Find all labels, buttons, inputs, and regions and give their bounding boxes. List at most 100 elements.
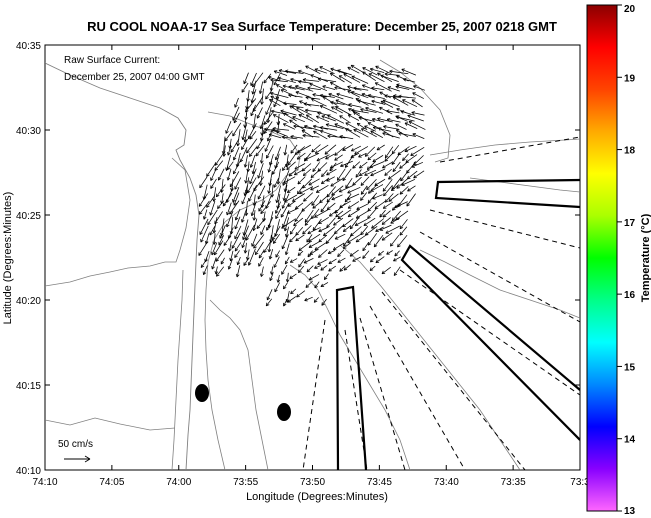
current-vector: [299, 186, 314, 195]
current-vector: [257, 163, 264, 179]
current-vector: [384, 146, 394, 159]
current-vector: [360, 107, 377, 113]
current-vector: [304, 296, 313, 302]
current-vector: [214, 266, 219, 275]
current-vector: [382, 132, 400, 139]
current-vector: [334, 154, 343, 161]
current-vector: [314, 281, 320, 289]
current-vector: [342, 242, 351, 249]
current-vector: [212, 217, 218, 234]
current-vector: [367, 93, 385, 99]
current-vector: [267, 178, 272, 194]
current-vector: [343, 73, 361, 83]
current-vector: [231, 232, 241, 249]
current-vector: [382, 99, 400, 107]
current-vector: [286, 186, 296, 193]
current-vector: [297, 250, 304, 256]
current-vector: [335, 99, 353, 108]
current-vector: [222, 145, 227, 157]
current-vector: [349, 216, 360, 230]
current-vector: [325, 153, 335, 160]
current-vector: [290, 144, 298, 154]
current-vector: [226, 202, 232, 216]
current-vector: [229, 250, 234, 262]
current-vector: [226, 161, 234, 171]
current-vector: [302, 225, 312, 235]
current-vector: [314, 68, 328, 74]
current-vector: [352, 176, 362, 186]
current-vector: [347, 90, 361, 98]
current-vector: [294, 163, 306, 170]
current-vector: [392, 96, 409, 106]
current-vector: [336, 92, 354, 99]
current-vector: [304, 216, 313, 226]
current-vector: [331, 106, 343, 114]
colorbar: [586, 4, 618, 512]
current-vector: [326, 168, 337, 176]
current-vector: [285, 272, 290, 283]
current-vector: [265, 298, 273, 307]
current-vector: [292, 116, 306, 123]
current-vector: [243, 242, 248, 254]
current-vector: [211, 257, 217, 270]
current-vector: [249, 130, 257, 140]
current-vector: [256, 217, 266, 229]
current-vector: [396, 115, 415, 122]
current-vector: [250, 89, 257, 103]
current-vector: [362, 71, 377, 82]
current-vector: [402, 153, 409, 161]
current-vector: [346, 193, 360, 201]
current-vector: [212, 233, 217, 245]
current-vector: [322, 85, 336, 90]
current-vector: [337, 257, 346, 263]
current-vector: [320, 282, 329, 287]
current-vector: [370, 130, 384, 139]
current-vector: [345, 128, 361, 138]
current-vector: [199, 176, 208, 189]
current-vector: [296, 152, 306, 160]
current-vector: [263, 121, 273, 134]
current-vector: [310, 185, 320, 191]
current-vector: [289, 273, 297, 279]
current-vector: [296, 290, 306, 298]
current-vector: [386, 250, 393, 255]
current-vector: [328, 92, 344, 100]
current-vector: [338, 75, 353, 84]
current-vector: [272, 233, 281, 244]
colorbar-tick-label: 13: [624, 506, 636, 517]
current-vector: [283, 299, 288, 307]
sector-outlines: [335, 178, 580, 470]
current-vector: [226, 168, 232, 181]
current-vector: [303, 192, 314, 202]
current-vector: [297, 176, 306, 185]
current-vector: [274, 201, 281, 214]
current-vector: [335, 210, 344, 218]
current-vector: [352, 256, 361, 262]
current-vector: [305, 95, 321, 100]
current-vector: [275, 84, 288, 92]
current-vector: [200, 258, 208, 268]
current-vector: [334, 224, 345, 235]
current-vector: [210, 169, 216, 181]
current-vector: [412, 92, 424, 99]
current-vector: [361, 92, 375, 99]
current-vector: [308, 178, 320, 186]
current-vector: [399, 186, 409, 195]
current-vector: [289, 105, 305, 116]
current-vector: [260, 225, 266, 235]
current-vector: [348, 108, 361, 115]
current-vector: [232, 146, 240, 161]
current-vector: [302, 168, 312, 176]
current-vector: [198, 193, 209, 207]
x-tick-label: 73:3: [570, 477, 590, 488]
current-vector: [324, 144, 337, 155]
current-vector: [215, 249, 225, 262]
current-vector: [281, 264, 288, 275]
current-vector: [412, 133, 425, 139]
current-vector: [234, 208, 241, 221]
current-vector: [282, 161, 289, 171]
current-vector: [255, 144, 265, 157]
current-vector: [210, 178, 217, 189]
current-vector: [351, 91, 369, 99]
current-vector: [327, 250, 336, 255]
